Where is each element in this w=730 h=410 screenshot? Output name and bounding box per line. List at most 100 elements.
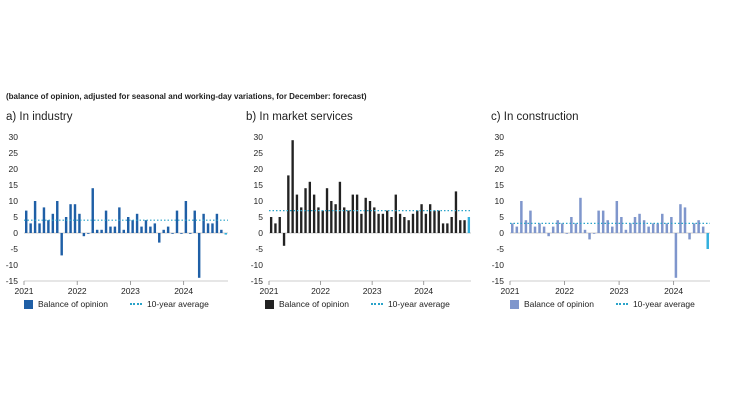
data-bar — [547, 233, 550, 237]
data-bar — [33, 201, 37, 233]
y-tick-label: 0 — [499, 228, 504, 238]
data-bar — [450, 217, 453, 233]
data-bar — [325, 188, 329, 233]
data-bar — [73, 204, 77, 233]
data-bar — [642, 220, 646, 233]
data-bar — [113, 226, 117, 233]
data-bar — [312, 194, 316, 233]
y-tick-label: 25 — [495, 148, 505, 158]
y-tick-label: 20 — [495, 164, 505, 174]
data-bar — [416, 210, 419, 233]
data-bar — [347, 210, 350, 233]
data-bar — [424, 213, 428, 233]
data-bar — [551, 226, 555, 233]
data-bar — [42, 207, 46, 233]
data-bar — [441, 223, 445, 233]
legend-label-average: 10-year average — [632, 299, 695, 309]
data-bar — [538, 223, 541, 233]
legend-industry: Balance of opinion 10-year average — [24, 299, 209, 309]
y-tick-label: 5 — [499, 212, 504, 222]
x-tick-label: 2021 — [15, 286, 34, 296]
legend-swatch-average — [615, 303, 628, 305]
y-tick-label: 20 — [254, 164, 264, 174]
y-tick-label: 25 — [254, 148, 264, 158]
y-tick-label: -15 — [251, 276, 264, 286]
data-bar — [153, 223, 157, 233]
legend-swatch-balance — [265, 299, 274, 309]
data-bar — [381, 213, 385, 233]
data-bar — [511, 223, 514, 233]
data-bar — [355, 194, 359, 233]
data-bar — [656, 223, 659, 233]
y-tick-label: -5 — [10, 244, 18, 254]
data-bar — [368, 201, 372, 233]
data-bar — [688, 233, 691, 240]
data-bar — [398, 213, 402, 233]
y-tick-label: 5 — [258, 212, 263, 222]
data-bar — [109, 226, 112, 233]
legend-label-balance: Balance of opinion — [524, 299, 594, 309]
data-bar — [542, 226, 546, 233]
data-bar — [91, 188, 94, 233]
data-bar — [351, 194, 354, 233]
y-tick-label: 10 — [9, 196, 19, 206]
chart-services: -15 -10 -5 0 5 10 15 20 25 30 2021 2022 2023 2024 — [251, 132, 471, 296]
data-bar — [126, 217, 130, 233]
data-bar — [615, 201, 619, 233]
data-bar — [446, 223, 449, 233]
data-bar — [82, 233, 86, 237]
y-tick-label: 25 — [9, 148, 19, 158]
forecast-bar — [224, 233, 228, 235]
data-bar — [524, 220, 528, 233]
legend-swatch-average — [370, 303, 383, 305]
data-bar — [295, 194, 299, 233]
data-bar — [287, 175, 290, 233]
data-bar — [459, 220, 462, 233]
data-bar — [454, 191, 458, 233]
x-tick-label: 2023 — [610, 286, 629, 296]
data-bar — [180, 233, 183, 234]
y-tick-label: 0 — [258, 228, 263, 238]
x-tick-label: 2023 — [121, 286, 140, 296]
y-tick-label: 30 — [495, 132, 505, 142]
data-bar — [304, 188, 307, 233]
data-bar — [38, 223, 41, 233]
data-bar — [69, 204, 72, 233]
data-bar — [386, 210, 389, 233]
data-bar — [592, 233, 596, 234]
y-tick-label: 5 — [13, 212, 18, 222]
y-tick-label: 15 — [254, 180, 264, 190]
data-bar — [291, 140, 294, 233]
data-bar — [56, 201, 59, 233]
y-tick-label: -5 — [255, 244, 263, 254]
data-bar — [193, 210, 196, 233]
legend-label-balance: Balance of opinion — [38, 299, 108, 309]
legend-label-average: 10-year average — [146, 299, 209, 309]
data-bar — [64, 217, 68, 233]
data-bar — [211, 223, 214, 233]
data-bar — [437, 210, 440, 233]
data-bar — [520, 201, 523, 233]
y-tick-label: 10 — [495, 196, 505, 206]
data-bar — [574, 223, 578, 233]
data-bar — [360, 213, 363, 233]
data-bar — [135, 213, 139, 233]
data-bar — [47, 220, 50, 233]
data-bar — [588, 233, 591, 240]
data-bar — [166, 226, 170, 233]
y-tick-label: 15 — [9, 180, 19, 190]
data-bar — [651, 223, 655, 233]
data-bar — [661, 213, 664, 233]
data-bar — [579, 197, 582, 233]
data-bar — [171, 233, 174, 234]
data-bar — [140, 226, 143, 233]
y-tick-label: -15 — [6, 276, 19, 286]
chart-subtitle: (balance of opinion, adjusted for season… — [6, 92, 367, 101]
data-bar — [343, 207, 346, 233]
data-bar — [403, 217, 406, 233]
data-bar — [515, 226, 519, 233]
data-bar — [697, 220, 700, 233]
data-bar — [184, 201, 188, 233]
data-bar — [282, 233, 286, 246]
data-bar — [629, 223, 632, 233]
